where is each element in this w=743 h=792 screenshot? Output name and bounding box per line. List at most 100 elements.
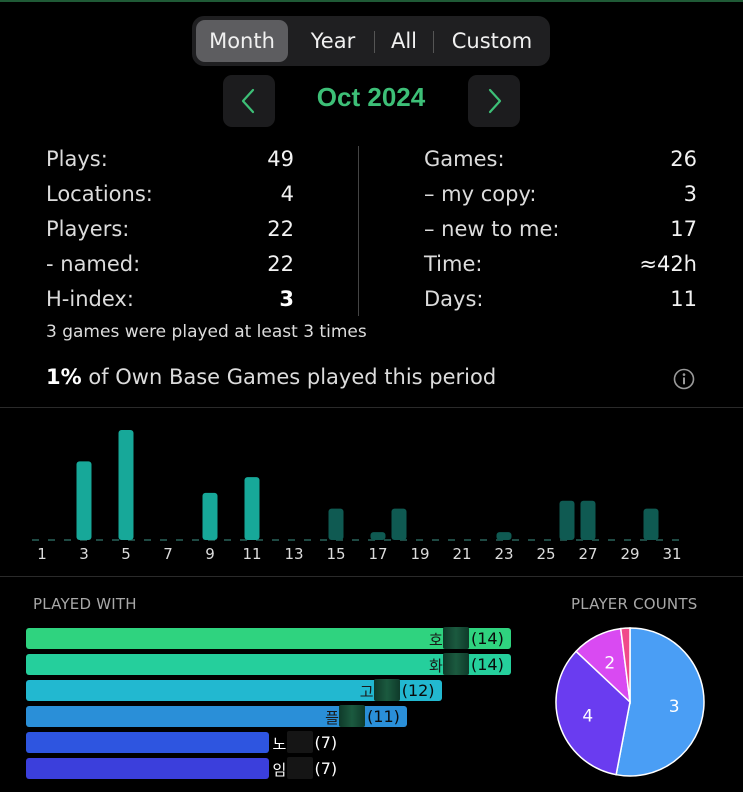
chart-bar[interactable] bbox=[580, 500, 596, 540]
stat-locations-value: 4 bbox=[280, 182, 294, 206]
chart-tick-label: 15 bbox=[326, 545, 345, 563]
chart-bar[interactable] bbox=[559, 500, 575, 540]
pie-slice[interactable] bbox=[555, 650, 631, 776]
stat-newtome-label: – new to me: bbox=[424, 217, 560, 241]
own-games-line: 1% of Own Base Games played this period bbox=[46, 365, 496, 389]
current-period-label: Oct 2024 bbox=[316, 82, 426, 112]
stat-plays-label: Plays: bbox=[46, 147, 108, 171]
stat-hindex-label: H-index: bbox=[46, 287, 134, 311]
tab-custom[interactable]: Custom bbox=[451, 29, 533, 53]
top-border bbox=[0, 0, 743, 2]
stat-hindex-value[interactable]: 3 bbox=[279, 287, 294, 311]
played-with-bar[interactable] bbox=[26, 654, 511, 675]
chart-bar[interactable] bbox=[328, 508, 344, 540]
plays-per-day-chart: 1 3 5 7 9 11 13 15 17 19 21 23 25 27 29 31 bbox=[32, 430, 682, 563]
pie-slice[interactable] bbox=[615, 627, 705, 777]
own-games-text: of Own Base Games played this period bbox=[88, 365, 497, 389]
chart-bar[interactable] bbox=[202, 492, 218, 540]
played-with-title: PLAYED WITH bbox=[33, 595, 137, 613]
stat-days-value: 11 bbox=[670, 287, 697, 311]
stat-days-label: Days: bbox=[424, 287, 484, 311]
prev-month-button[interactable] bbox=[223, 75, 275, 127]
next-month-button[interactable] bbox=[468, 75, 520, 127]
played-with-bar[interactable] bbox=[26, 758, 269, 779]
chart-tick-label: 21 bbox=[452, 545, 471, 563]
stat-games-label: Games: bbox=[424, 147, 505, 171]
player-counts-title: PLAYER COUNTS bbox=[571, 595, 698, 613]
stat-players-value: 22 bbox=[267, 217, 294, 241]
played-with-name: 고 bbox=[359, 683, 374, 701]
stat-locations-label: Locations: bbox=[46, 182, 153, 206]
played-with-count: (14) bbox=[471, 655, 504, 674]
pie-slice-label: 2 bbox=[604, 653, 615, 673]
played-with-count: (11) bbox=[367, 707, 400, 726]
chart-tick-label: 13 bbox=[284, 545, 303, 563]
stat-time-value: ≈42h bbox=[639, 252, 697, 276]
chevron-left-icon bbox=[241, 88, 255, 114]
chart-tick-label: 25 bbox=[536, 545, 555, 563]
stat-mycopy-label: – my copy: bbox=[424, 182, 537, 206]
redacted-name-block bbox=[373, 679, 400, 701]
chart-tick-label: 9 bbox=[205, 545, 215, 563]
tab-year[interactable]: Year bbox=[310, 29, 356, 53]
played-with-count: (12) bbox=[401, 681, 435, 700]
chart-tick-label: 19 bbox=[410, 545, 429, 563]
played-with-name: 임 bbox=[272, 761, 287, 779]
played-with-count: (7) bbox=[314, 733, 338, 752]
stat-named-label: - named: bbox=[46, 252, 141, 276]
stat-time-label: Time: bbox=[424, 252, 483, 276]
redacted-name-block bbox=[443, 627, 469, 649]
tab-month[interactable]: Month bbox=[196, 20, 288, 62]
chart-bar[interactable] bbox=[118, 430, 134, 540]
stats-divider bbox=[358, 146, 359, 316]
stat-plays-value: 49 bbox=[267, 147, 294, 171]
played-with-bar[interactable] bbox=[26, 732, 269, 753]
played-with-bar[interactable] bbox=[26, 628, 511, 649]
stat-players-label: Players: bbox=[46, 217, 130, 241]
chart-bar[interactable] bbox=[76, 461, 92, 540]
redacted-name-block bbox=[286, 757, 313, 779]
chevron-right-icon bbox=[488, 88, 502, 114]
chart-tick-label: 5 bbox=[121, 545, 131, 563]
info-circle-icon[interactable] bbox=[673, 368, 695, 390]
chart-tick-label: 7 bbox=[163, 545, 173, 563]
stat-named-value: 22 bbox=[267, 252, 294, 276]
chart-bar[interactable] bbox=[370, 532, 386, 540]
played-with-bar[interactable] bbox=[26, 706, 408, 727]
pie-slice-label: 4 bbox=[582, 707, 593, 727]
stat-newtome-value: 17 bbox=[670, 217, 697, 241]
played-with-bar[interactable] bbox=[26, 680, 442, 701]
tab-all[interactable]: All bbox=[390, 29, 418, 53]
seg-divider bbox=[374, 31, 375, 53]
chart-tick-label: 29 bbox=[620, 545, 639, 563]
period-segmented-control: Month Year All Custom bbox=[192, 16, 550, 66]
stat-mycopy-value: 3 bbox=[683, 182, 697, 206]
chart-bar[interactable] bbox=[244, 477, 260, 540]
played-with-name: 노 bbox=[272, 735, 287, 753]
chart-tick-label: 1 bbox=[37, 545, 47, 563]
chart-bar[interactable] bbox=[391, 508, 407, 540]
chart-tick-label: 11 bbox=[242, 545, 261, 563]
h-index-note: 3 games were played at least 3 times bbox=[46, 322, 367, 342]
seg-divider bbox=[433, 31, 434, 53]
chart-bar[interactable] bbox=[643, 508, 659, 540]
own-games-percent: 1% bbox=[46, 365, 82, 389]
stat-games-value: 26 bbox=[670, 147, 697, 171]
played-with-count: (7) bbox=[314, 759, 338, 778]
chart-bar[interactable] bbox=[496, 532, 512, 540]
chart-tick-label: 31 bbox=[662, 545, 681, 563]
redacted-name-block bbox=[339, 705, 366, 727]
played-with-name: 호 bbox=[429, 631, 443, 649]
chart-tick-label: 17 bbox=[368, 545, 387, 563]
section-separator bbox=[0, 407, 743, 408]
played-with-count: (14) bbox=[471, 629, 504, 648]
redacted-name-block bbox=[286, 731, 313, 753]
pie-slice[interactable] bbox=[619, 627, 631, 703]
section-separator bbox=[0, 576, 743, 577]
chart-tick-label: 3 bbox=[79, 545, 89, 563]
played-with-name: 화 bbox=[429, 657, 443, 675]
played-with-name: 플 bbox=[325, 709, 339, 727]
chart-tick-label: 27 bbox=[578, 545, 597, 563]
pie-slice-label: 3 bbox=[669, 697, 680, 717]
redacted-name-block bbox=[443, 653, 469, 675]
